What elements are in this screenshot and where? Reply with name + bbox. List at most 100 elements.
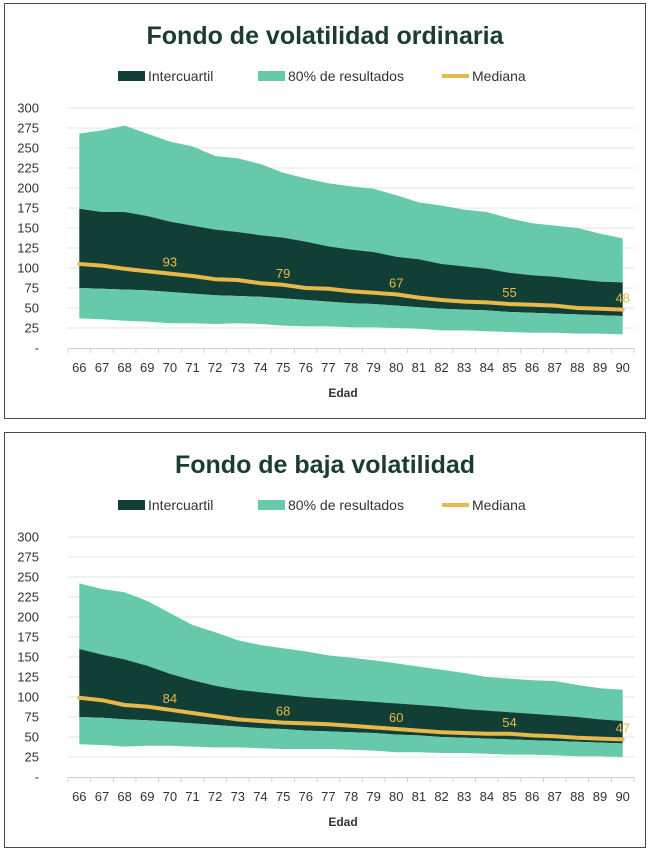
- x-tick-label: 67: [95, 789, 109, 804]
- x-tick-label: 75: [276, 789, 290, 804]
- y-tick-label: 275: [17, 550, 39, 565]
- x-tick-label: 69: [140, 789, 154, 804]
- median-data-label: 67: [389, 275, 403, 290]
- x-axis-title: Edad: [328, 815, 357, 829]
- legend-label-intercuartil: Intercuartil: [148, 68, 213, 84]
- x-tick-label: 88: [570, 360, 584, 375]
- x-tick-label: 87: [548, 360, 562, 375]
- area-upper-80pct: [79, 583, 623, 721]
- x-tick-label: 69: [140, 360, 154, 375]
- x-tick-label: 68: [117, 789, 131, 804]
- y-tick-label: 175: [17, 201, 39, 216]
- y-tick-label: 125: [17, 241, 39, 256]
- x-tick-label: 84: [480, 360, 494, 375]
- y-tick-label: 100: [17, 690, 39, 705]
- legend-label-intercuartil: Intercuartil: [148, 497, 213, 513]
- median-data-label: 48: [615, 291, 629, 306]
- median-line: [77, 262, 625, 312]
- x-tick-label: 75: [276, 360, 290, 375]
- chart-baja: Fondo de baja volatilidad Intercuartil 80%…: [17, 451, 635, 829]
- y-tick-label: 200: [17, 610, 39, 625]
- x-tick-label: 89: [593, 360, 607, 375]
- x-tick-label: 82: [434, 360, 448, 375]
- y-tick-label: 50: [25, 730, 39, 745]
- legend-label-mediana: Mediana: [472, 497, 526, 513]
- legend-swatch-mediana: [442, 74, 469, 78]
- y-tick-label: 250: [17, 141, 39, 156]
- chart-title: Fondo de volatilidad ordinaria: [147, 22, 505, 50]
- legend-swatch-intercuartil: [118, 500, 145, 510]
- x-tick-label: 77: [321, 360, 335, 375]
- x-tick-label: 86: [525, 789, 539, 804]
- area-upper-80pct: [79, 125, 623, 283]
- x-tick-label: 70: [163, 360, 177, 375]
- x-tick-label: 77: [321, 789, 335, 804]
- x-axis-title: Edad: [328, 386, 357, 400]
- y-tick-label: 300: [17, 530, 39, 545]
- median-data-label: 68: [276, 704, 290, 719]
- median-data-label: 84: [163, 691, 177, 706]
- x-tick-label: 79: [366, 360, 380, 375]
- x-tick-label: 67: [95, 360, 109, 375]
- x-tick-label: 70: [163, 789, 177, 804]
- legend-swatch-mediana: [442, 503, 469, 507]
- median-data-label: 79: [276, 266, 290, 281]
- y-tick-label: 25: [25, 750, 39, 765]
- chart-ordinaria: Fondo de volatilidad ordinaria Intercuart…: [17, 22, 635, 400]
- legend-swatch-intercuartil: [118, 71, 145, 81]
- x-tick-label: 82: [434, 789, 448, 804]
- y-tick-label: 75: [25, 281, 39, 296]
- y-tick-label: 225: [17, 590, 39, 605]
- x-tick-label: 87: [548, 789, 562, 804]
- y-tick-label: 225: [17, 161, 39, 176]
- x-tick-label: 79: [366, 789, 380, 804]
- y-tick-label: 250: [17, 570, 39, 585]
- legend-swatch-resultados-80: [258, 71, 285, 81]
- chart-title: Fondo de baja volatilidad: [175, 451, 475, 479]
- x-tick-label: 81: [412, 360, 426, 375]
- y-tick-label: 100: [17, 261, 39, 276]
- x-tick-label: 81: [412, 789, 426, 804]
- median-line: [77, 695, 625, 742]
- legend-label-mediana: Mediana: [472, 68, 526, 84]
- chart-panel-ordinaria: Fondo de volatilidad ordinaria Intercuart…: [4, 3, 646, 419]
- x-tick-label: 78: [344, 789, 358, 804]
- y-tick-label: 150: [17, 650, 39, 665]
- x-tick-label: 83: [457, 789, 471, 804]
- median-data-label: 55: [502, 285, 516, 300]
- x-tick-label: 80: [389, 360, 403, 375]
- y-tick-label: 150: [17, 221, 39, 236]
- y-tick-label: -: [35, 341, 39, 356]
- area-lower-80pct: [79, 717, 623, 757]
- legend-label-resultados-80: 80% de resultados: [288, 497, 404, 513]
- y-tick-label: 300: [17, 101, 39, 116]
- legend-swatch-resultados-80: [258, 500, 285, 510]
- median-data-label: 47: [615, 720, 629, 735]
- x-tick-label: 90: [615, 789, 629, 804]
- x-tick-label: 86: [525, 360, 539, 375]
- x-tick-label: 72: [208, 360, 222, 375]
- x-tick-label: 73: [231, 360, 245, 375]
- y-tick-label: 200: [17, 181, 39, 196]
- x-tick-label: 68: [117, 360, 131, 375]
- median-data-label: 93: [163, 255, 177, 270]
- area-interquartile: [79, 208, 623, 316]
- x-tick-label: 84: [480, 789, 494, 804]
- x-tick-label: 71: [185, 789, 199, 804]
- y-tick-label: 25: [25, 321, 39, 336]
- area-lower-80pct: [79, 288, 623, 335]
- legend-label-resultados-80: 80% de resultados: [288, 68, 404, 84]
- y-tick-label: 50: [25, 301, 39, 316]
- x-tick-label: 90: [615, 360, 629, 375]
- y-tick-label: 175: [17, 630, 39, 645]
- x-tick-label: 74: [253, 360, 267, 375]
- x-tick-label: 85: [502, 360, 516, 375]
- x-tick-label: 72: [208, 789, 222, 804]
- x-tick-label: 74: [253, 789, 267, 804]
- x-tick-label: 83: [457, 360, 471, 375]
- y-tick-label: 275: [17, 121, 39, 136]
- x-tick-label: 73: [231, 789, 245, 804]
- y-tick-label: 125: [17, 670, 39, 685]
- x-tick-label: 76: [298, 789, 312, 804]
- x-tick-label: 88: [570, 789, 584, 804]
